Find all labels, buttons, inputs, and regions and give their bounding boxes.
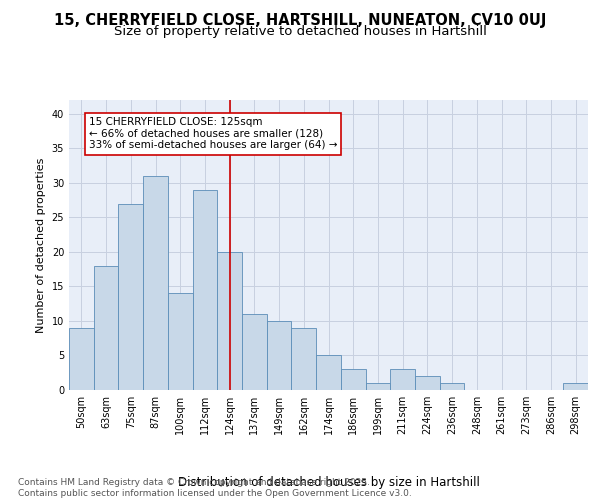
Bar [267, 321, 292, 390]
Text: Contains HM Land Registry data © Crown copyright and database right 2025.
Contai: Contains HM Land Registry data © Crown c… [18, 478, 412, 498]
Bar [118, 204, 143, 390]
Bar [292, 328, 316, 390]
Bar [217, 252, 242, 390]
Bar [341, 370, 365, 390]
Bar [69, 328, 94, 390]
Y-axis label: Number of detached properties: Number of detached properties [36, 158, 46, 332]
Bar [316, 356, 341, 390]
Bar [168, 294, 193, 390]
Text: 15 CHERRYFIELD CLOSE: 125sqm
← 66% of detached houses are smaller (128)
33% of s: 15 CHERRYFIELD CLOSE: 125sqm ← 66% of de… [89, 118, 337, 150]
Bar [193, 190, 217, 390]
X-axis label: Distribution of detached houses by size in Hartshill: Distribution of detached houses by size … [178, 476, 479, 489]
Text: Size of property relative to detached houses in Hartshill: Size of property relative to detached ho… [113, 25, 487, 38]
Bar [143, 176, 168, 390]
Text: 15, CHERRYFIELD CLOSE, HARTSHILL, NUNEATON, CV10 0UJ: 15, CHERRYFIELD CLOSE, HARTSHILL, NUNEAT… [54, 12, 546, 28]
Bar [94, 266, 118, 390]
Bar [415, 376, 440, 390]
Bar [390, 370, 415, 390]
Bar [242, 314, 267, 390]
Bar [563, 383, 588, 390]
Bar [440, 383, 464, 390]
Bar [365, 383, 390, 390]
